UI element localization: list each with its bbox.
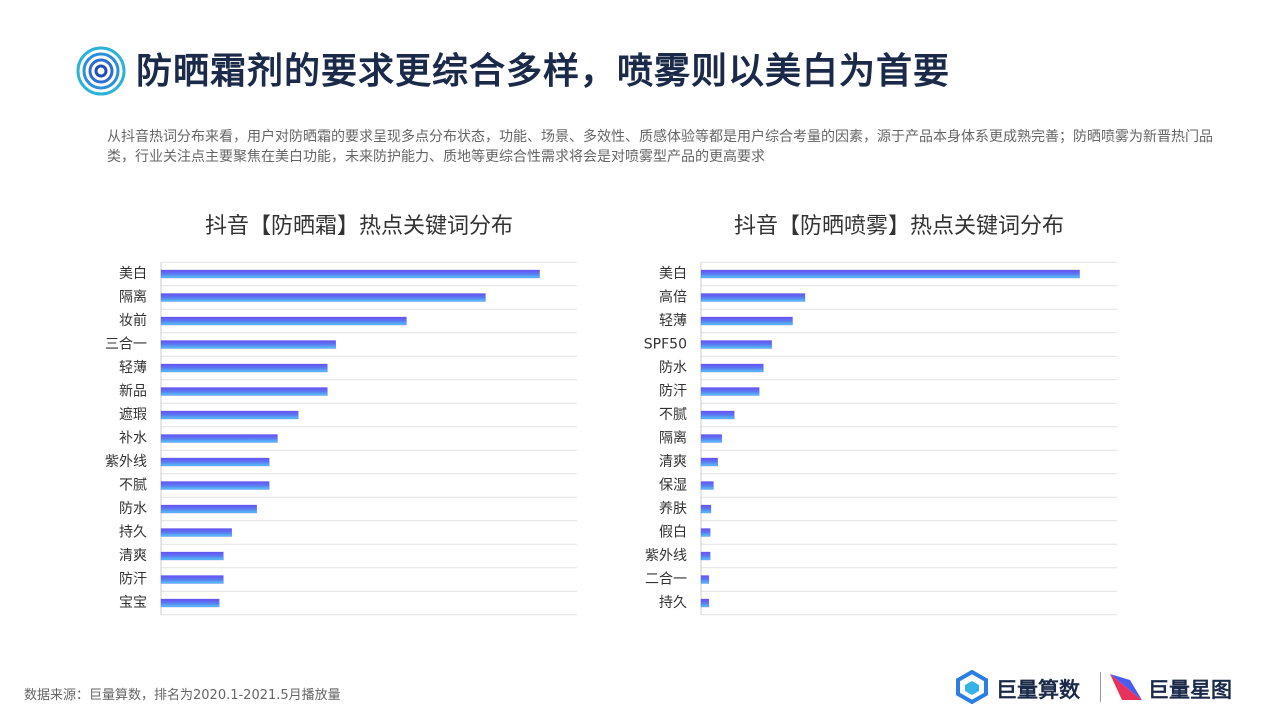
bar bbox=[160, 387, 328, 396]
bar bbox=[700, 575, 710, 584]
y-tick-label: 持久 bbox=[659, 595, 687, 611]
logo-text: 巨量算数 bbox=[996, 678, 1080, 702]
y-tick-label: 防水 bbox=[659, 360, 687, 376]
y-tick-label: 新品 bbox=[119, 384, 147, 400]
bar bbox=[160, 363, 328, 373]
bar bbox=[700, 551, 711, 561]
bar bbox=[700, 528, 711, 537]
bar bbox=[160, 551, 224, 561]
bar bbox=[160, 410, 299, 420]
y-tick-label: 防水 bbox=[119, 501, 147, 517]
logo-icon bbox=[956, 670, 988, 704]
y-tick-label: 紫外线 bbox=[105, 454, 147, 470]
y-tick-label: 高倍 bbox=[659, 289, 687, 306]
y-tick-label: 遮瑕 bbox=[119, 407, 147, 423]
bar bbox=[160, 528, 232, 537]
bar bbox=[700, 504, 712, 514]
y-tick-label: 轻薄 bbox=[659, 313, 687, 329]
y-tick-label: 美白 bbox=[119, 266, 147, 282]
y-tick-label: 紫外线 bbox=[645, 548, 687, 564]
bar bbox=[700, 387, 760, 396]
y-tick-label: 二合一 bbox=[645, 572, 687, 588]
bar bbox=[700, 598, 710, 608]
y-tick-label: 美白 bbox=[659, 266, 687, 282]
source-note: 数据来源：巨量算数，排名为2020.1-2021.5月播放量 bbox=[24, 688, 341, 703]
divider bbox=[1100, 672, 1101, 702]
logo-text: 巨量星图 bbox=[1148, 678, 1232, 702]
y-tick-label: 隔离 bbox=[659, 430, 687, 447]
y-tick-label: 妆前 bbox=[119, 312, 147, 329]
bar bbox=[700, 410, 735, 420]
y-tick-label: 保湿 bbox=[659, 478, 687, 494]
page-title: 防晒霜剂的要求更综合多样，喷雾则以美白为首要 bbox=[136, 51, 951, 92]
bar bbox=[160, 481, 270, 490]
bar bbox=[700, 481, 714, 490]
bar bbox=[160, 340, 336, 349]
y-tick-label: 清爽 bbox=[659, 454, 687, 470]
y-tick-label: 不腻 bbox=[119, 478, 147, 494]
y-tick-label: 养肤 bbox=[659, 501, 687, 517]
title-icon bbox=[76, 46, 126, 96]
chart-title: 抖音【防晒喷雾】热点关键词分布 bbox=[734, 214, 1064, 239]
bar bbox=[700, 434, 722, 443]
y-tick-label: 宝宝 bbox=[119, 595, 147, 611]
y-tick-label: SPF50 bbox=[644, 337, 687, 353]
bar bbox=[700, 293, 806, 302]
y-tick-label: 清爽 bbox=[119, 548, 147, 564]
bar bbox=[700, 363, 764, 373]
bar bbox=[700, 457, 718, 467]
y-tick-label: 轻薄 bbox=[119, 360, 147, 376]
y-tick-label: 三合一 bbox=[105, 337, 147, 353]
y-tick-label: 隔离 bbox=[119, 289, 147, 306]
chart-title: 抖音【防晒霜】热点关键词分布 bbox=[205, 214, 513, 239]
bar bbox=[160, 269, 540, 279]
y-tick-label: 持久 bbox=[119, 525, 147, 541]
charts: 抖音【防晒霜】热点关键词分布美白隔离妆前三合一轻薄新品遮瑕补水紫外线不腻防水持久… bbox=[105, 214, 1117, 616]
y-tick-label: 不腻 bbox=[659, 407, 687, 423]
bar bbox=[160, 504, 257, 514]
y-tick-label: 假白 bbox=[659, 525, 687, 541]
bar bbox=[160, 293, 486, 302]
description: 从抖音热词分布来看，用户对防晒霜的要求呈现多点分布状态，功能、场景、多效性、质感… bbox=[107, 129, 1213, 165]
bar bbox=[700, 340, 772, 349]
bar bbox=[160, 316, 407, 326]
logo-icon bbox=[1110, 674, 1142, 700]
y-tick-label: 防汗 bbox=[119, 572, 147, 588]
bar bbox=[160, 575, 224, 584]
bar bbox=[160, 598, 220, 608]
bar bbox=[700, 269, 1080, 279]
y-tick-label: 防汗 bbox=[659, 384, 687, 400]
bar bbox=[160, 457, 270, 467]
bar bbox=[700, 316, 793, 326]
y-tick-label: 补水 bbox=[119, 431, 147, 447]
bar bbox=[160, 434, 278, 443]
